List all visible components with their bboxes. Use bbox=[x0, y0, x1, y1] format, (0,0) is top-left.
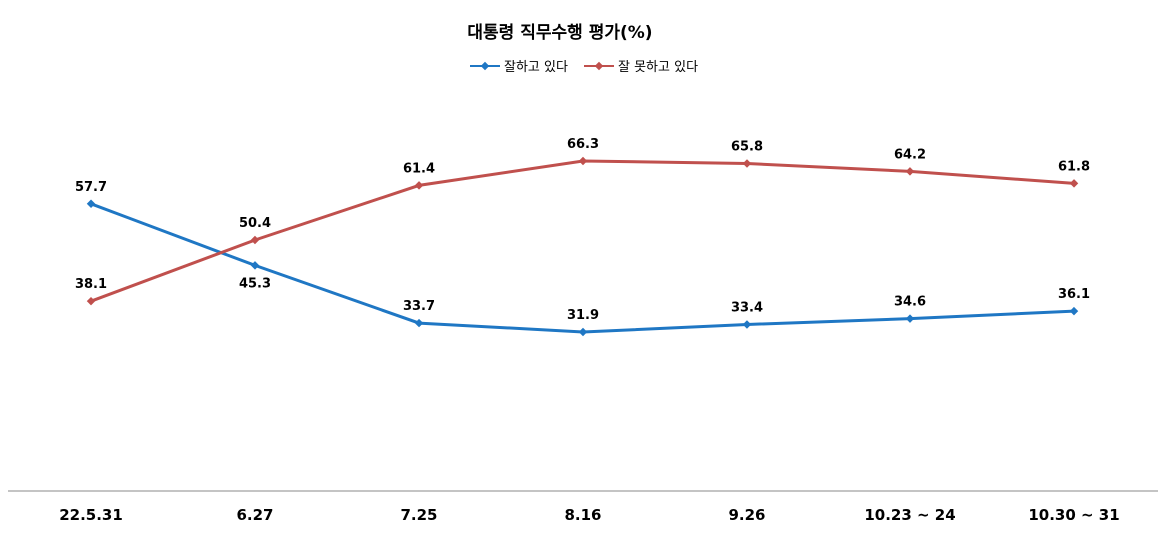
data-labels: 57.7 45.3 33.7 31.9 33.4 34.6 36.1 38.1 50.4 61.4… bbox=[75, 137, 1090, 323]
data-point-series-2-6 bbox=[1069, 179, 1079, 188]
series-1 bbox=[86, 199, 1079, 337]
data-point-series-1-5 bbox=[905, 314, 915, 323]
data-point-series-1-3 bbox=[578, 327, 588, 337]
data-label-series-2-3: 66.3 bbox=[567, 137, 599, 152]
x-tick-label-3: 8.16 bbox=[564, 506, 601, 524]
x-tick-label-0: 22.5.31 bbox=[59, 506, 123, 524]
legend-marker-series-1 bbox=[480, 61, 490, 71]
legend-item-series-2: 잘 못하고 있다 bbox=[584, 60, 698, 75]
data-label-series-2-2: 61.4 bbox=[403, 161, 435, 176]
data-point-series-1-1 bbox=[250, 261, 260, 270]
x-tick-label-6: 10.30 ~ 31 bbox=[1028, 506, 1119, 524]
data-label-series-2-1: 50.4 bbox=[239, 216, 271, 231]
legend-label-series-1: 잘하고 있다 bbox=[504, 60, 568, 75]
legend: 잘하고 있다 잘 못하고 있다 bbox=[470, 60, 698, 75]
x-tick-label-5: 10.23 ~ 24 bbox=[864, 506, 955, 524]
data-label-series-2-0: 38.1 bbox=[75, 277, 107, 292]
legend-item-series-1: 잘하고 있다 bbox=[470, 60, 568, 75]
legend-label-series-2: 잘 못하고 있다 bbox=[618, 60, 698, 75]
data-point-series-1-6 bbox=[1069, 306, 1079, 316]
data-label-series-2-5: 64.2 bbox=[894, 147, 926, 162]
data-label-series-1-1: 45.3 bbox=[239, 276, 271, 291]
x-tick-label-1: 6.27 bbox=[236, 506, 273, 524]
data-label-series-1-0: 57.7 bbox=[75, 180, 107, 195]
data-point-series-1-2 bbox=[414, 318, 424, 328]
data-label-series-1-5: 34.6 bbox=[894, 295, 926, 310]
data-point-series-1-4 bbox=[742, 320, 752, 329]
data-label-series-1-4: 33.4 bbox=[731, 301, 763, 316]
data-point-series-2-0 bbox=[86, 296, 96, 306]
data-label-series-2-4: 65.8 bbox=[731, 140, 763, 155]
data-label-series-1-3: 31.9 bbox=[567, 308, 599, 323]
data-point-series-2-2 bbox=[414, 181, 424, 190]
data-point-series-2-1 bbox=[250, 235, 260, 245]
data-label-series-1-2: 33.7 bbox=[403, 299, 435, 314]
x-tick-label-2: 7.25 bbox=[400, 506, 437, 524]
x-tick-labels: 22.5.31 6.27 7.25 8.16 9.26 10.23 ~ 24 10.30 ~… bbox=[59, 506, 1119, 524]
data-label-series-1-6: 36.1 bbox=[1058, 287, 1090, 302]
data-point-series-2-5 bbox=[905, 167, 915, 176]
x-tick-label-4: 9.26 bbox=[728, 506, 765, 524]
legend-marker-series-2 bbox=[594, 61, 604, 71]
data-point-series-1-0 bbox=[86, 199, 96, 209]
series-2 bbox=[86, 156, 1079, 306]
data-point-series-2-3 bbox=[578, 156, 588, 166]
data-point-series-2-4 bbox=[742, 159, 752, 168]
data-label-series-2-6: 61.8 bbox=[1058, 159, 1090, 174]
chart-title: 대통령 직무수행 평가(%) bbox=[467, 22, 652, 43]
